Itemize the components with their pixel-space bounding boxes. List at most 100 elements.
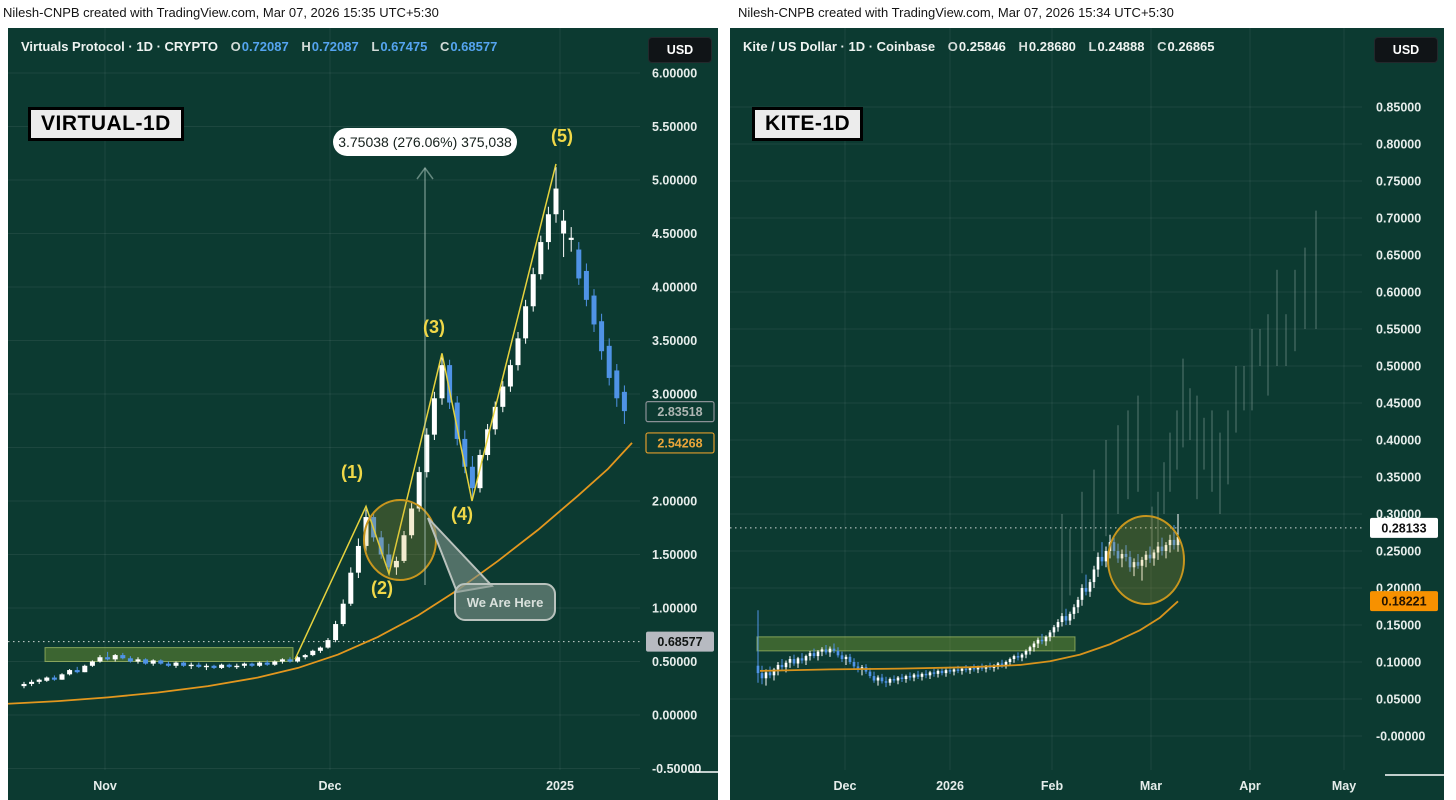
- candle-body: [1036, 639, 1040, 644]
- candle-body: [97, 657, 103, 662]
- candle-body: [447, 365, 453, 403]
- chart-legend[interactable]: Virtuals Protocol · 1D · CRYPTO O0.72087…: [21, 39, 497, 54]
- close-value: 0.26865: [1167, 39, 1215, 54]
- chart-background: [730, 28, 1444, 800]
- wave-label[interactable]: (4): [451, 504, 473, 524]
- candle-body: [264, 662, 270, 665]
- candle-body: [295, 657, 301, 662]
- candle-body: [1140, 559, 1144, 566]
- candle-body: [1128, 556, 1132, 568]
- low-value: 0.67475: [380, 39, 428, 54]
- low-label: L: [371, 39, 380, 54]
- high-value: 0.28680: [1028, 39, 1076, 54]
- candle-body: [804, 656, 808, 661]
- price-tick-label: 0.80000: [1376, 138, 1421, 152]
- candle-body: [952, 669, 956, 672]
- candle-body: [924, 673, 928, 676]
- price-tick-label: 0.45000: [1376, 397, 1421, 411]
- open-value: 0.25846: [958, 39, 1006, 54]
- time-tick-label: Dec: [834, 779, 857, 793]
- candle-body: [1032, 643, 1036, 648]
- candle-body: [940, 670, 944, 674]
- supply-demand-zone[interactable]: [44, 647, 294, 663]
- candle-body: [816, 651, 820, 657]
- candle-body: [181, 662, 187, 666]
- candle-body: [996, 663, 1000, 666]
- measure-label-pill[interactable]: [333, 128, 517, 156]
- price-tick-label: 0.70000: [1376, 212, 1421, 226]
- candle-body: [824, 649, 828, 653]
- candle-body: [1068, 613, 1072, 621]
- candle-body: [880, 677, 884, 682]
- open-label: O: [947, 39, 958, 54]
- moving-average-line: [759, 600, 1179, 672]
- candle-body: [1052, 627, 1056, 633]
- symbol-badge: VIRTUAL-1D: [28, 107, 184, 141]
- candle-body: [416, 472, 422, 509]
- wave-label[interactable]: (5): [551, 126, 573, 146]
- price-axis[interactable]: 6.00000 5.50000 5.00000 4.50000 4.00000 3.500…: [645, 67, 715, 777]
- callout-box[interactable]: [454, 583, 556, 621]
- candle-body: [82, 665, 88, 673]
- candle-body: [545, 214, 551, 243]
- candle-body: [876, 677, 880, 681]
- price-tick-label: 4.00000: [652, 281, 697, 295]
- candle-body: [888, 679, 892, 683]
- price-tick-label: -0.50000: [652, 762, 701, 776]
- price-tick-label: 0.15000: [1376, 619, 1421, 633]
- chart-canvas-kite[interactable]: 0.85000 0.80000 0.75000 0.70000 0.65000 0.600…: [730, 28, 1444, 800]
- price-axis[interactable]: 0.85000 0.80000 0.75000 0.70000 0.65000 0.600…: [1370, 101, 1438, 744]
- candle-body: [780, 664, 784, 668]
- candle-body: [150, 660, 156, 664]
- candle-body: [1004, 662, 1008, 665]
- highlight-circle[interactable]: [1107, 515, 1185, 605]
- candle-body: [1148, 554, 1152, 559]
- candle-body: [363, 517, 369, 546]
- time-axis[interactable]: Nov Dec 2025: [93, 779, 574, 793]
- candle-body: [401, 535, 407, 561]
- wave-label[interactable]: (2): [371, 578, 393, 598]
- candle-body: [1100, 556, 1104, 562]
- symbol-title: Virtuals Protocol · 1D · CRYPTO: [21, 39, 218, 54]
- open-value: 0.72087: [241, 39, 289, 54]
- price-tick-label: 0.75000: [1376, 175, 1421, 189]
- candle-body: [776, 664, 780, 670]
- price-tick-label: 0.55000: [1376, 323, 1421, 337]
- wave-label[interactable]: (3): [423, 317, 445, 337]
- chart-legend[interactable]: Kite / US Dollar · 1D · Coinbase O0.2584…: [743, 39, 1215, 54]
- price-tick-label: 0.50000: [1376, 360, 1421, 374]
- candle-body: [325, 640, 331, 648]
- moving-average-line: [8, 442, 633, 705]
- candle-body: [1172, 539, 1176, 546]
- time-axis[interactable]: Dec 2026 Feb Mar Apr May: [834, 779, 1357, 793]
- currency-button[interactable]: USD: [1374, 37, 1438, 63]
- candle-body: [900, 677, 904, 680]
- ohlc-low: L0.67475: [371, 39, 427, 54]
- candle-body: [1120, 553, 1124, 559]
- candle-body: [219, 664, 225, 668]
- wave-label[interactable]: (1): [341, 462, 363, 482]
- candle-body: [972, 667, 976, 670]
- candle-body: [1092, 569, 1096, 583]
- candle-body: [272, 661, 278, 665]
- candle-body: [1152, 552, 1156, 559]
- candle-body: [908, 676, 912, 678]
- time-tick-label: Dec: [319, 779, 342, 793]
- high-label: H: [301, 39, 311, 54]
- price-tick-label: 0.25000: [1376, 545, 1421, 559]
- candle-body: [485, 429, 491, 455]
- supply-demand-zone[interactable]: [756, 636, 1076, 652]
- close-value: 0.68577: [450, 39, 498, 54]
- candle-body: [1012, 656, 1016, 660]
- currency-button[interactable]: USD: [648, 37, 712, 63]
- time-tick-label: Apr: [1239, 779, 1261, 793]
- candle-body: [302, 655, 308, 658]
- elliott-wave-zigzag[interactable]: [294, 163, 557, 660]
- candle-body: [431, 398, 437, 435]
- chart-canvas-virtual[interactable]: 3.75038 (276.06%) 375,038 (1) (2) (3) (4) (5)…: [8, 28, 718, 800]
- candle-body: [188, 664, 194, 667]
- candle-body: [984, 666, 988, 669]
- candle-body: [561, 220, 567, 234]
- candle-body: [1020, 654, 1024, 658]
- candle-body: [310, 650, 316, 656]
